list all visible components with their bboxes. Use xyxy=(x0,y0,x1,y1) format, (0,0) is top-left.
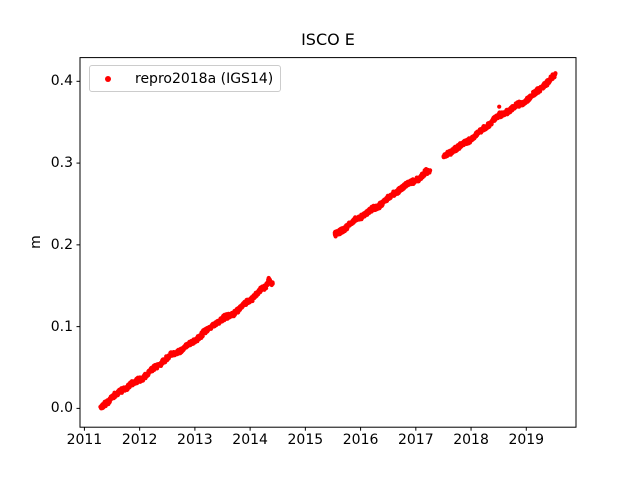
legend-marker-dot-icon xyxy=(105,75,111,82)
y-tick-label: 0.2 xyxy=(50,236,73,253)
scatter-points xyxy=(98,71,558,411)
x-tick-label: 2019 xyxy=(508,432,545,449)
legend-label: repro2018a (IGS14) xyxy=(135,70,274,87)
axis-tick-marks xyxy=(76,80,527,431)
axes-frame xyxy=(79,57,577,428)
y-tick-label: 0.4 xyxy=(50,73,73,90)
x-tick-label: 2018 xyxy=(453,432,489,449)
x-tick-label: 2016 xyxy=(342,432,379,449)
chart-title: ISCO E xyxy=(301,30,355,49)
y-tick-label: 0.1 xyxy=(50,318,73,335)
legend: repro2018a (IGS14) xyxy=(89,65,281,92)
x-tick-label: 2015 xyxy=(287,432,324,449)
y-tick-label: 0.0 xyxy=(50,400,73,417)
x-tick-label: 2013 xyxy=(177,432,213,449)
x-tick-label: 2012 xyxy=(121,432,158,449)
x-tick-label: 2011 xyxy=(66,432,103,449)
x-tick-label: 2017 xyxy=(397,432,434,449)
x-tick-label: 2014 xyxy=(232,432,268,449)
y-tick-label: 0.3 xyxy=(50,155,73,172)
